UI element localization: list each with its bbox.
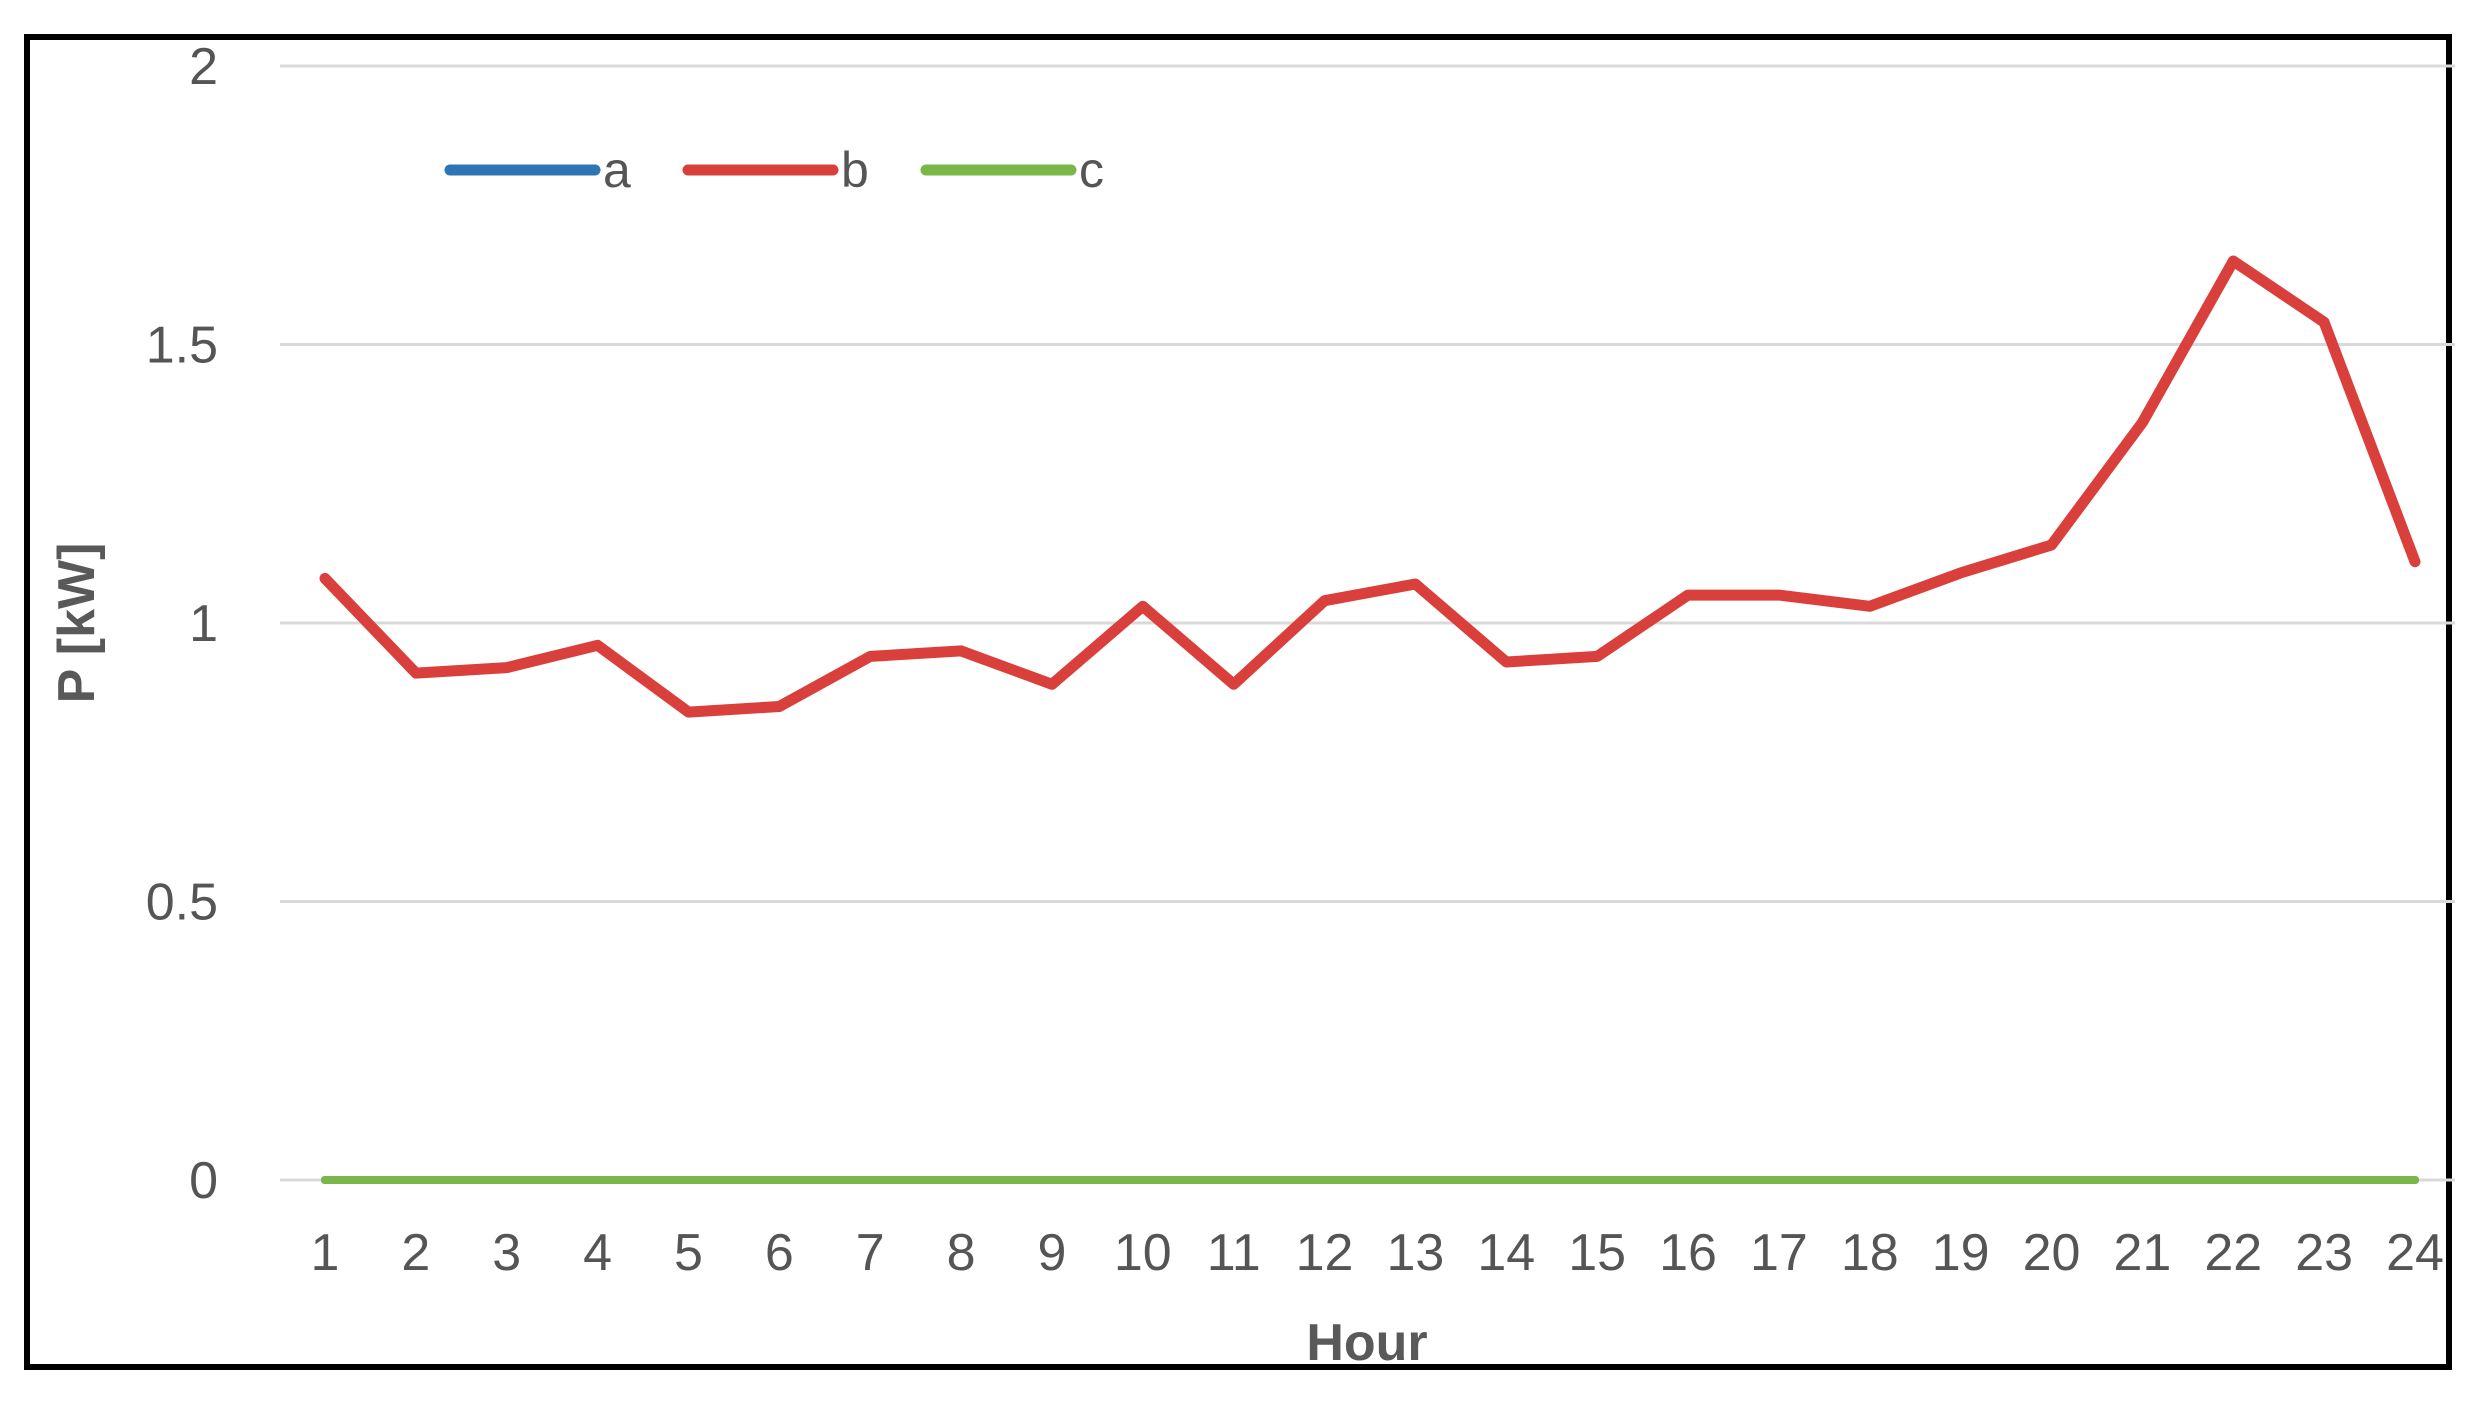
x-tick-label: 15 [1568,1224,1626,1282]
x-tick-label: 11 [1207,1224,1261,1282]
x-tick-label: 8 [947,1224,976,1282]
legend-label-c: c [1079,142,1104,198]
y-axis-ticks: 0 0.5 1 1.5 2 [146,38,218,1210]
y-axis-title: P [kW] [48,543,106,704]
x-tick-label: 24 [2386,1224,2444,1282]
x-tick-label: 21 [2113,1224,2171,1282]
x-tick-label: 1 [311,1224,340,1282]
gridlines [280,64,2455,1182]
x-tick-label: 7 [856,1224,885,1282]
x-tick-label: 9 [1037,1224,1066,1282]
x-tick-label: 2 [401,1224,430,1282]
x-tick-label: 6 [765,1224,794,1282]
series-line-b [319,255,2421,718]
x-tick-label: 12 [1296,1224,1354,1282]
x-tick-label: 22 [2204,1224,2262,1282]
y-tick-label: 0.5 [146,874,218,932]
x-axis-title: Hour [1306,1314,1427,1372]
x-tick-label: 20 [2023,1224,2081,1282]
x-tick-label: 19 [1932,1224,1990,1282]
chart-frame [24,34,2452,1370]
x-tick-label: 23 [2295,1224,2353,1282]
y-tick-label: 1.5 [146,317,218,375]
x-tick-label: 18 [1841,1224,1899,1282]
legend-label-b: b [841,142,869,198]
x-tick-label: 10 [1114,1224,1172,1282]
x-tick-label: 17 [1750,1224,1808,1282]
legend-label-a: a [603,142,631,198]
x-tick-label: 5 [674,1224,703,1282]
series-layer [319,255,2421,1184]
x-tick-label: 16 [1659,1224,1717,1282]
x-tick-label: 3 [492,1224,521,1282]
x-tick-label: 14 [1477,1224,1535,1282]
x-tick-label: 4 [583,1224,612,1282]
y-tick-label: 1 [189,595,218,653]
x-axis-ticks: 1 2 3 4 5 6 7 8 9 10 11 12 13 14 15 16 17 18 19 20 21 22 23 24 [311,1224,2444,1282]
legend: a b c [444,142,1104,198]
y-tick-label: 2 [189,38,218,96]
y-tick-label: 0 [189,1152,218,1210]
x-tick-label: 13 [1387,1224,1445,1282]
